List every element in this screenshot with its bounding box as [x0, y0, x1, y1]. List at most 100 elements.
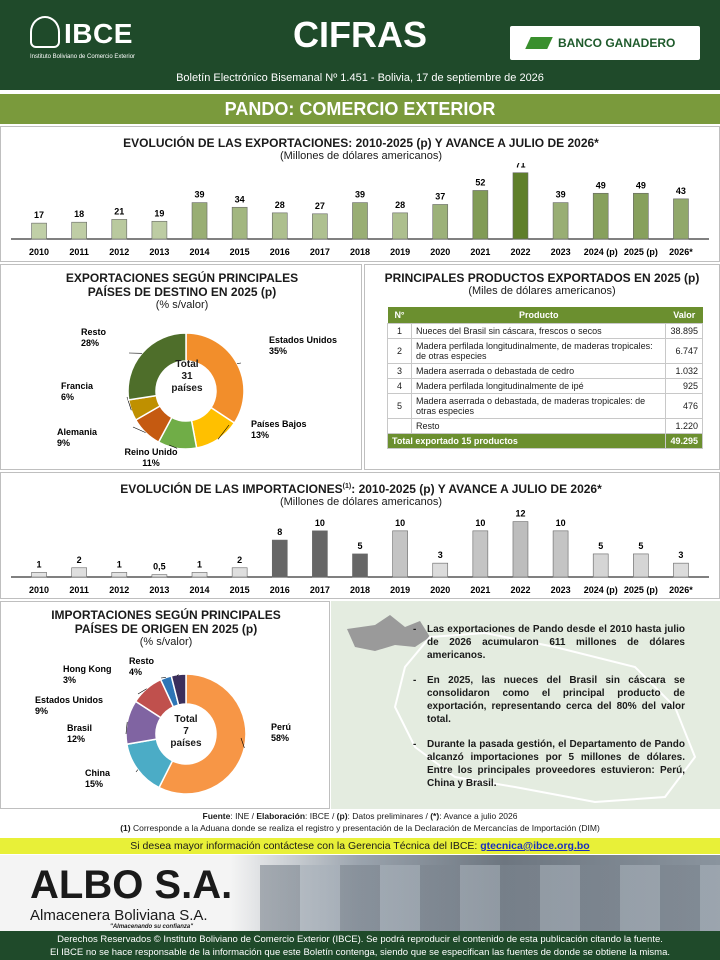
leader-line: [237, 362, 242, 364]
preliminary-note: : Datos preliminares /: [347, 811, 431, 821]
albo-advertisement[interactable]: ALBO S.A. Almacenera Boliviana S.A. "Alm…: [0, 855, 720, 931]
leader-line: [135, 769, 139, 773]
bar-value-label: 5: [357, 541, 362, 551]
bank-name: BANCO GANADERO: [558, 36, 676, 50]
bar: [673, 198, 689, 240]
bar: [512, 172, 529, 240]
leader-line: [240, 737, 245, 748]
destination-title-1: EXPORTACIONES SEGÚN PRINCIPALES: [65, 271, 299, 285]
imports-chart-subtitle: (Millones de dólares americanos): [279, 496, 442, 508]
bar-value-label: 39: [556, 190, 566, 200]
row-value: 1.220: [665, 418, 703, 434]
footnote-text: Corresponde a la Aduana donde se realiza…: [130, 823, 600, 833]
leader-line: [126, 396, 132, 411]
source-notes: Fuente: INE / Elaboración: IBCE / (p): D…: [0, 810, 720, 834]
origin-title-2: PAÍSES DE ORIGEN EN 2025 (p): [74, 622, 258, 636]
row-number: 3: [387, 363, 412, 379]
products-subtitle: (Miles de dólares americanos): [468, 285, 616, 297]
products-panel: PRINCIPALES PRODUCTOS EXPORTADOS EN 2025…: [364, 264, 720, 470]
bar-value-label: 52: [475, 177, 485, 187]
contact-bar: Si desea mayor información contáctese co…: [0, 838, 720, 854]
col-product: Producto: [411, 307, 666, 324]
slice-label: Reino Unido 11%: [125, 447, 178, 468]
row-number: 4: [387, 378, 412, 394]
row-value: 476: [665, 393, 703, 419]
row-value: 1.032: [665, 363, 703, 379]
bar-value-label: 3: [438, 550, 443, 560]
imports-title-rest: : 2010-2025 (p) Y AVANCE A JULIO DE 2026…: [351, 482, 602, 496]
table-row: 1 Nueces del Brasil sin cáscara, frescos …: [387, 323, 703, 339]
row-value: 6.747: [665, 338, 703, 364]
bar: [392, 530, 408, 578]
bar: [151, 574, 168, 578]
category-tick-label: 2013: [149, 247, 169, 257]
row-product: Madera perfilada longitudinalmente, de m…: [410, 338, 667, 364]
category-tick-label: 2014: [190, 247, 210, 257]
category-tick-label: 2022: [510, 247, 530, 257]
footer-line-2: El IBCE no se hace responsable de la inf…: [49, 947, 670, 958]
bar: [633, 192, 649, 240]
row-value: 38.895: [665, 323, 703, 339]
origin-pie-chart: Perú 58% China 15% Brasil 12% Estados Unidos 9%…: [35, 656, 291, 795]
row-number: [387, 418, 412, 434]
category-tick-label: 2019: [390, 247, 410, 257]
category-tick-label: 2021: [470, 585, 490, 595]
footer-line-1: Derechos Reservados © Instituto Bolivian…: [57, 934, 663, 945]
bar-value-label: 28: [275, 200, 285, 210]
imports-chart-title: EVOLUCIÓN DE LAS IMPORTACIONES(1): 2010-…: [1, 482, 720, 496]
bar: [392, 212, 408, 240]
category-tick-label: 2023: [551, 585, 571, 595]
bar-value-label: 19: [154, 208, 164, 218]
row-product: Madera perfilada longitudinalmente de ip…: [410, 378, 667, 394]
bar-value-label: 5: [638, 541, 643, 551]
bar: [352, 202, 368, 240]
exports-chart-title: EVOLUCIÓN DE LAS EXPORTACIONES: 2010-202…: [123, 136, 599, 150]
center-count: 7: [183, 726, 189, 737]
bar: [71, 567, 87, 578]
bar-value-label: 39: [195, 190, 205, 200]
pie-slice: [170, 673, 187, 706]
bar-value-label: 1: [117, 559, 122, 569]
bar: [151, 220, 168, 240]
col-value: Valor: [665, 307, 703, 324]
table-row: 4 Madera perfilada longitudinalmente de i…: [387, 378, 703, 394]
leader-line: [137, 688, 147, 695]
col-number: N°: [387, 307, 412, 324]
albo-company: Almacenera Boliviana S.A.: [30, 907, 208, 924]
category-tick-label: 2017: [310, 585, 330, 595]
notes-panel: Las exportaciones de Pando desde el 2010…: [331, 601, 720, 809]
imports-title-main: EVOLUCIÓN DE LAS IMPORTACIONES: [120, 482, 343, 496]
bar: [552, 530, 569, 578]
category-tick-label: 2020: [430, 247, 450, 257]
albo-brand: ALBO S.A.: [30, 863, 233, 907]
bar-value-label: 2: [77, 555, 82, 565]
category-tick-label: 2025 (p): [624, 247, 658, 257]
bar-value-label: 37: [435, 191, 445, 201]
category-tick-label: 2017: [310, 247, 330, 257]
exports-bar-chart: 17 2010 18 2011 21 2012 19 2013 39 2014 34 2015 28 20…: [11, 163, 709, 257]
bar: [472, 530, 489, 578]
bar-value-label: 2: [237, 555, 242, 565]
bar-value-label: 34: [235, 194, 245, 204]
category-tick-label: 2026*: [669, 247, 693, 257]
origin-subtitle: (% s/valor): [139, 636, 193, 648]
leader-line: [125, 721, 128, 735]
contact-email-link[interactable]: gtecnica@ibce.org.bo: [480, 840, 590, 852]
footnote-mark: (1): [120, 823, 131, 833]
category-tick-label: 2016: [270, 585, 290, 595]
total-label: Total exportado 15 productos: [386, 433, 667, 449]
bar: [191, 572, 208, 578]
imports-bar-chart: 1 2010 2 2011 1 2012 0,5 2013 1 2014 2 2015 8 2016 10 2…: [11, 509, 709, 595]
bar-value-label: 10: [395, 518, 405, 528]
source-label: Fuente: [202, 811, 231, 821]
bar-value-label: 39: [355, 190, 365, 200]
destination-center-label: Total 31 países: [159, 359, 215, 395]
bar: [111, 219, 128, 240]
bar: [673, 562, 689, 578]
row-number: 5: [387, 393, 412, 419]
bar: [633, 553, 649, 578]
center-unit: países: [171, 383, 203, 394]
row-product: Madera aserrada o debastada, de maderas …: [410, 393, 667, 419]
table-header-row: N° Producto Valor: [387, 307, 703, 324]
bar: [31, 572, 47, 578]
